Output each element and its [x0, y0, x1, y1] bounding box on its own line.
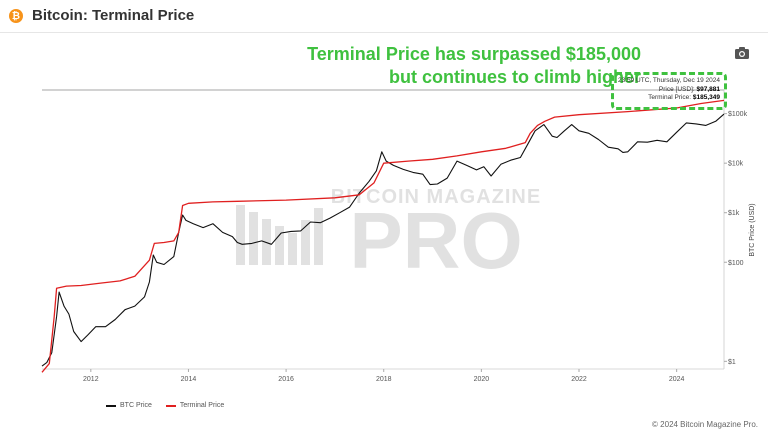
- annotation-line-2: but continues to climb higher: [389, 67, 641, 87]
- legend-label-terminal-price: Terminal Price: [179, 402, 225, 409]
- y-tick-label: $10k: [728, 161, 744, 168]
- x-tick-label: 2018: [376, 376, 392, 383]
- bitcoin-icon: ₿: [9, 9, 23, 23]
- annotation-line-1: Terminal Price has surpassed $185,000: [307, 44, 641, 64]
- tooltip-price-value: $97,881: [696, 85, 721, 93]
- legend-swatch-terminal-price: [165, 404, 176, 407]
- x-axis-ticks: 2012 2014 2016 2018 2020 2022 2024: [83, 369, 685, 383]
- tooltip-timestamp: 23:59 UTC, Thursday, Dec 19 2024: [617, 77, 720, 84]
- tooltip-price-row: Price [USD]: $97,881: [615, 86, 720, 95]
- watermark-main: PRO: [349, 196, 522, 285]
- x-tick-label: 2012: [83, 376, 99, 383]
- y-tick-label: $1k: [728, 210, 740, 217]
- series-line-terminal-price: [41, 99, 725, 373]
- price-tooltip: 23:59 UTC, Thursday, Dec 19 2024 Price […: [615, 77, 720, 103]
- x-tick-label: 2022: [571, 376, 587, 383]
- chart-header: ₿ Bitcoin: Terminal Price: [0, 0, 768, 32]
- y-axis-ticks: $1 $100 $1k $10k $100k: [724, 111, 748, 366]
- y-tick-label: $1: [728, 359, 736, 366]
- y-axis-label: BTC Price (USD): [749, 203, 756, 256]
- x-tick-label: 2016: [278, 376, 294, 383]
- legend-label-btc-price: BTC Price: [120, 402, 152, 409]
- watermark-top: BITCOIN MAGAZINE: [331, 186, 541, 208]
- tooltip-terminal-row: Terminal Price: $185,349: [615, 94, 720, 103]
- series-layer: [41, 99, 725, 373]
- y-tick-label: $100: [728, 260, 744, 267]
- series-line-btc-price: [41, 113, 725, 367]
- tooltip-price-label: Price [USD]:: [658, 85, 695, 93]
- legend-item-terminal-price[interactable]: Terminal Price: [165, 402, 225, 409]
- x-tick-label: 2014: [181, 376, 197, 383]
- tooltip-terminal-label: Terminal Price:: [648, 94, 692, 102]
- highlight-box: [611, 72, 727, 110]
- x-tick-label: 2020: [474, 376, 490, 383]
- copyright-footer: © 2024 Bitcoin Magazine Pro.: [652, 420, 758, 429]
- y-tick-label: $100k: [728, 111, 748, 118]
- legend-swatch-btc-price: [106, 404, 116, 407]
- legend-item-btc-price[interactable]: BTC Price: [106, 402, 152, 409]
- page-title: Bitcoin: Terminal Price: [32, 7, 195, 24]
- camera-icon[interactable]: [734, 46, 750, 60]
- chart-legend: BTC Price Terminal Price: [106, 402, 224, 409]
- tooltip-terminal-value: $185,349: [692, 94, 720, 102]
- header-divider: [0, 32, 768, 33]
- x-tick-label: 2024: [669, 376, 685, 383]
